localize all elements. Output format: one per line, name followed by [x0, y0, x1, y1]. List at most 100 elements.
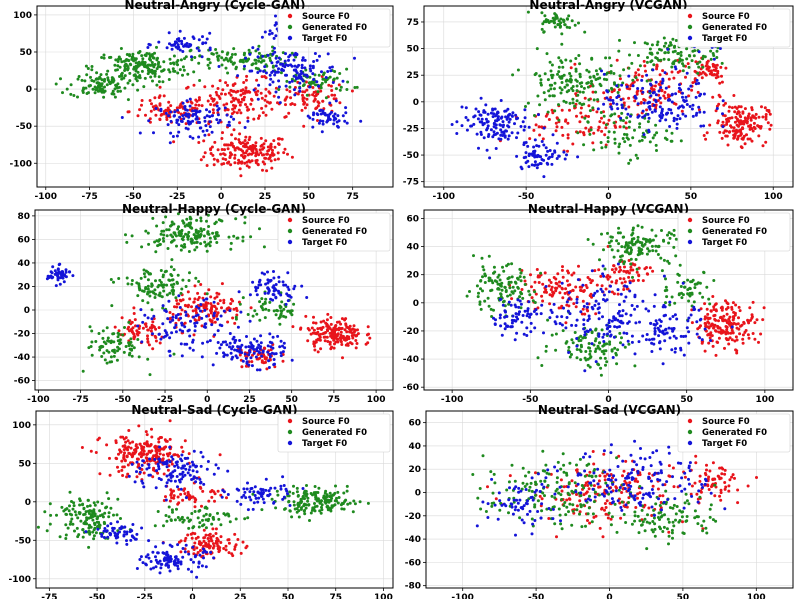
- point: [254, 286, 258, 290]
- point: [566, 269, 570, 273]
- point: [598, 347, 602, 351]
- point: [705, 285, 709, 289]
- point: [669, 41, 672, 45]
- point: [258, 347, 262, 351]
- point: [232, 117, 236, 121]
- point: [653, 327, 657, 330]
- point: [274, 90, 278, 94]
- point: [85, 92, 89, 95]
- point: [186, 72, 190, 76]
- point: [746, 117, 750, 120]
- point: [465, 294, 469, 298]
- point: [587, 70, 591, 74]
- point: [726, 143, 730, 147]
- point: [172, 62, 176, 66]
- point: [156, 62, 160, 66]
- point: [286, 299, 290, 303]
- point: [169, 131, 173, 135]
- point: [516, 68, 520, 72]
- point: [183, 57, 186, 61]
- point: [257, 153, 261, 157]
- point: [301, 56, 305, 60]
- point: [160, 295, 164, 299]
- point: [240, 97, 244, 101]
- point: [549, 281, 553, 284]
- point: [193, 284, 197, 288]
- point: [231, 96, 235, 100]
- point: [616, 288, 620, 292]
- point: [741, 110, 745, 114]
- point: [650, 59, 654, 63]
- point: [704, 73, 708, 77]
- point: [197, 61, 201, 65]
- point: [194, 117, 198, 121]
- point: [202, 139, 206, 143]
- point: [552, 291, 556, 295]
- point: [492, 265, 496, 269]
- point: [353, 56, 356, 60]
- point: [558, 284, 562, 288]
- point: [539, 78, 543, 82]
- point: [644, 307, 648, 311]
- point: [624, 126, 628, 130]
- point: [248, 145, 252, 148]
- point: [100, 56, 104, 59]
- point: [621, 137, 625, 140]
- point: [678, 69, 682, 73]
- point: [243, 161, 247, 165]
- point: [128, 79, 132, 83]
- point: [697, 81, 701, 85]
- point: [333, 116, 336, 120]
- point: [615, 96, 619, 99]
- point: [575, 114, 578, 118]
- x-tick-label: -100: [35, 192, 58, 202]
- point: [282, 69, 285, 72]
- point: [507, 276, 511, 280]
- point: [271, 69, 275, 73]
- point: [667, 58, 671, 62]
- point: [551, 152, 554, 156]
- point: [319, 326, 323, 330]
- point: [313, 341, 317, 345]
- point: [670, 100, 674, 104]
- point: [542, 175, 546, 179]
- point: [768, 127, 772, 131]
- point: [220, 50, 224, 54]
- point: [311, 86, 315, 89]
- point: [685, 326, 689, 330]
- point: [506, 294, 510, 298]
- point: [51, 275, 55, 279]
- point: [593, 350, 597, 353]
- y-tick-label: 60: [17, 235, 30, 245]
- point: [548, 60, 552, 64]
- y-tick-label: 0: [26, 85, 32, 95]
- point: [165, 228, 169, 232]
- point: [180, 308, 184, 312]
- point: [224, 81, 228, 85]
- point: [657, 89, 661, 93]
- point: [185, 99, 189, 103]
- point: [575, 84, 579, 88]
- point: [626, 339, 630, 343]
- point: [664, 313, 667, 317]
- point: [567, 291, 571, 295]
- point: [168, 320, 172, 324]
- point: [543, 14, 547, 18]
- point: [630, 233, 634, 237]
- point: [629, 158, 632, 162]
- point: [330, 89, 334, 92]
- point: [168, 291, 172, 295]
- point: [216, 329, 220, 333]
- point: [628, 289, 632, 293]
- point: [641, 279, 645, 283]
- point: [143, 275, 147, 279]
- point: [478, 300, 482, 304]
- point: [157, 283, 161, 287]
- point: [761, 115, 765, 119]
- point: [260, 35, 264, 39]
- point: [717, 319, 720, 323]
- point: [510, 325, 514, 329]
- series-generated-f0: [81, 212, 296, 377]
- point: [177, 39, 181, 43]
- point: [116, 68, 119, 72]
